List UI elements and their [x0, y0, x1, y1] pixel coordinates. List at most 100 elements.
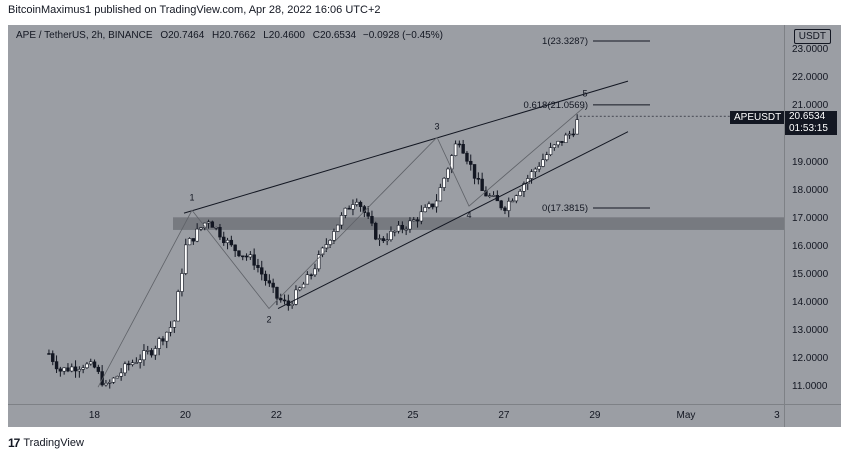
candle-body — [191, 238, 196, 242]
candle-body — [123, 363, 127, 374]
candle-body — [453, 143, 458, 156]
candle-body — [408, 220, 412, 230]
candle-body — [564, 134, 568, 143]
candle-body — [320, 247, 325, 256]
fib-level-label: 1(23.3287) — [542, 36, 588, 47]
candle-body — [146, 350, 150, 352]
candle-body — [70, 366, 74, 372]
candle-body — [396, 224, 401, 232]
candle-body — [548, 147, 553, 156]
price-tick-label: 13.0000 — [792, 325, 829, 336]
candle-body — [415, 219, 420, 222]
legend-close-label: C — [312, 30, 320, 41]
candle-body — [66, 367, 70, 372]
candle-body — [434, 200, 439, 208]
price-tick-label: 22.0000 — [792, 72, 829, 84]
candle-body — [225, 239, 230, 244]
candle-body — [529, 171, 534, 179]
legend-low: 20.4600 — [268, 30, 305, 41]
candle-body — [54, 361, 59, 370]
candle-body — [514, 195, 519, 202]
currency-button[interactable]: USDT — [793, 29, 831, 44]
candle-body — [332, 231, 336, 241]
candle-body — [222, 236, 226, 244]
time-tick-label: 3 — [774, 410, 780, 421]
time-tick-label: 27 — [498, 410, 510, 421]
candle-body — [488, 195, 492, 197]
price-axis[interactable]: USDT 23.0000 22.0000 21.0000 19.0000 18.0000… — [784, 25, 841, 404]
candle-body — [176, 291, 180, 322]
candle-body — [180, 273, 184, 292]
candle-body — [111, 377, 116, 383]
candle-body — [571, 133, 576, 136]
candle-body — [168, 327, 173, 333]
candle-body — [62, 367, 66, 372]
legend-symbol[interactable]: APE / TetherUS, 2h, BINANCE — [16, 30, 153, 41]
candle-body — [229, 239, 234, 246]
axis-corner — [784, 404, 841, 427]
candle-body — [347, 207, 351, 210]
time-tick-label: 22 — [270, 410, 282, 421]
candle-body — [522, 183, 526, 192]
candle-body — [214, 227, 218, 229]
time-tick-label: 29 — [589, 410, 601, 421]
candle-body — [317, 254, 321, 270]
candle-body — [552, 144, 557, 148]
candle-body — [218, 227, 222, 238]
candle-body — [442, 177, 446, 188]
time-tick-label: 25 — [407, 410, 419, 421]
candle-body — [187, 238, 192, 246]
candle-body — [427, 203, 431, 208]
candle-body — [301, 283, 306, 289]
candle-body — [210, 221, 215, 228]
candle-body — [161, 338, 165, 342]
candle-body — [100, 371, 104, 386]
candle-body — [389, 231, 393, 241]
publish-header: BitcoinMaximus1 published on TradingView… — [8, 4, 381, 16]
candle-body — [77, 369, 82, 372]
candle-body — [58, 368, 63, 372]
chart-pane[interactable]: 1 2 3 4 5 1(23.3287) 0.618(21.0569) 0(17.3815) … — [8, 25, 784, 404]
candle-body — [518, 190, 522, 196]
candle-body — [358, 201, 363, 207]
candle-body — [244, 255, 249, 258]
candle-body — [438, 187, 443, 202]
candle-body — [127, 363, 131, 366]
legend-high-label: H — [212, 30, 220, 41]
candle-body — [366, 212, 370, 217]
candle-body — [423, 207, 427, 213]
time-tick-label: 18 — [88, 410, 100, 421]
price-tick-label: 18.0000 — [792, 184, 829, 196]
legend-open-label: O — [160, 30, 169, 41]
price-tick-label: 23.0000 — [792, 44, 829, 56]
candle-body — [472, 164, 477, 179]
candle-body — [92, 361, 97, 368]
candle-body — [476, 178, 481, 180]
candle-body — [370, 215, 374, 224]
candle-body — [545, 154, 549, 161]
footer-brand-text: TradingView — [23, 437, 84, 449]
time-axis[interactable]: 18 20 22 25 27 29 May 3 — [8, 404, 784, 427]
candle-body — [51, 353, 55, 362]
price-chart[interactable]: 1 2 3 4 5 1(23.3287) 0.618(21.0569) 0(17.3815) — [8, 25, 784, 404]
candle-body — [491, 195, 496, 197]
candle-body — [343, 207, 348, 216]
candle-body — [480, 178, 484, 191]
candle-body — [385, 239, 389, 242]
wave-label-4: 4 — [466, 210, 471, 220]
fib-level-label: 0.618(21.0569) — [524, 100, 588, 111]
price-tick-label: 12.0000 — [792, 353, 829, 365]
candle-body — [119, 372, 123, 377]
candle-body — [275, 286, 279, 299]
candle-body — [305, 274, 310, 285]
candles — [47, 114, 579, 389]
candle-body — [339, 215, 344, 226]
candle-body — [469, 160, 473, 165]
candle-body — [134, 362, 139, 364]
time-tick-label: May — [676, 410, 696, 421]
candle-body — [567, 133, 572, 136]
candle-body — [138, 359, 142, 363]
time-tick-label: 20 — [179, 410, 191, 421]
candle-body — [309, 274, 313, 277]
price-tick-label: 17.0000 — [792, 212, 829, 224]
